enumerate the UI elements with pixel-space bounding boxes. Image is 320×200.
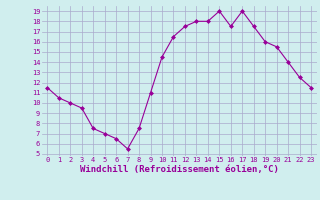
X-axis label: Windchill (Refroidissement éolien,°C): Windchill (Refroidissement éolien,°C) — [80, 165, 279, 174]
